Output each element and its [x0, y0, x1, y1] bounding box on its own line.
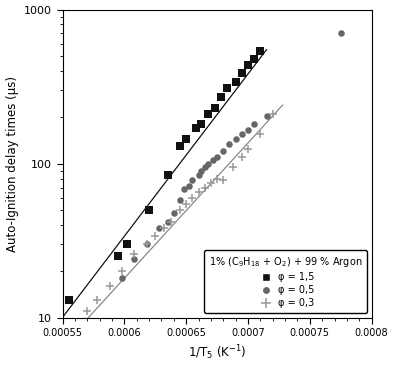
Point — [202, 185, 208, 191]
Point — [177, 143, 183, 149]
Point — [195, 171, 202, 177]
Y-axis label: Auto-Ignition delay times (µs): Auto-Ignition delay times (µs) — [6, 76, 19, 252]
Point — [180, 187, 187, 192]
Point — [205, 161, 212, 167]
Point — [230, 164, 236, 170]
Point — [131, 251, 138, 257]
Point — [152, 233, 158, 239]
Point — [269, 111, 276, 117]
Point — [251, 121, 257, 127]
Point — [214, 154, 220, 160]
Point — [189, 195, 195, 201]
Point — [202, 164, 208, 170]
Point — [183, 201, 190, 206]
Point — [164, 171, 171, 177]
Point — [168, 219, 175, 225]
Point — [239, 154, 245, 160]
Point — [232, 79, 239, 85]
Point — [220, 177, 227, 183]
Point — [131, 256, 138, 262]
Point — [245, 127, 251, 133]
Point — [239, 131, 245, 137]
Point — [119, 268, 125, 274]
Point — [84, 308, 90, 314]
Point — [210, 158, 217, 163]
Point — [177, 207, 183, 213]
Point — [224, 85, 230, 91]
Point — [198, 168, 204, 174]
Point — [195, 190, 202, 195]
Point — [214, 176, 220, 181]
Point — [65, 297, 72, 303]
Point — [143, 241, 150, 247]
Point — [119, 276, 125, 282]
Point — [164, 219, 171, 225]
Point — [193, 125, 199, 131]
Point — [161, 226, 167, 231]
Point — [232, 136, 239, 142]
Point — [189, 177, 195, 183]
Point — [239, 70, 245, 75]
Point — [146, 207, 152, 213]
Point — [94, 297, 100, 303]
Point — [143, 241, 150, 247]
Point — [251, 56, 257, 61]
Point — [208, 180, 214, 186]
Point — [205, 111, 212, 117]
Point — [257, 131, 264, 137]
Point — [177, 197, 183, 203]
Point — [183, 136, 190, 142]
Point — [198, 121, 204, 127]
Point — [171, 210, 177, 216]
Point — [212, 105, 218, 111]
Point — [217, 94, 224, 100]
X-axis label: 1/T$_5$ (K$^{-1}$): 1/T$_5$ (K$^{-1}$) — [188, 344, 246, 362]
Point — [245, 61, 251, 67]
Point — [124, 241, 130, 247]
Legend: φ = 1,5, φ = 0,5, φ = 0,3: φ = 1,5, φ = 0,5, φ = 0,3 — [204, 251, 367, 313]
Point — [226, 141, 232, 146]
Point — [263, 113, 269, 118]
Point — [220, 149, 227, 155]
Point — [338, 31, 344, 36]
Point — [186, 183, 192, 188]
Point — [245, 146, 251, 152]
Point — [257, 48, 264, 54]
Point — [115, 254, 121, 259]
Point — [106, 283, 113, 289]
Point — [156, 226, 162, 231]
